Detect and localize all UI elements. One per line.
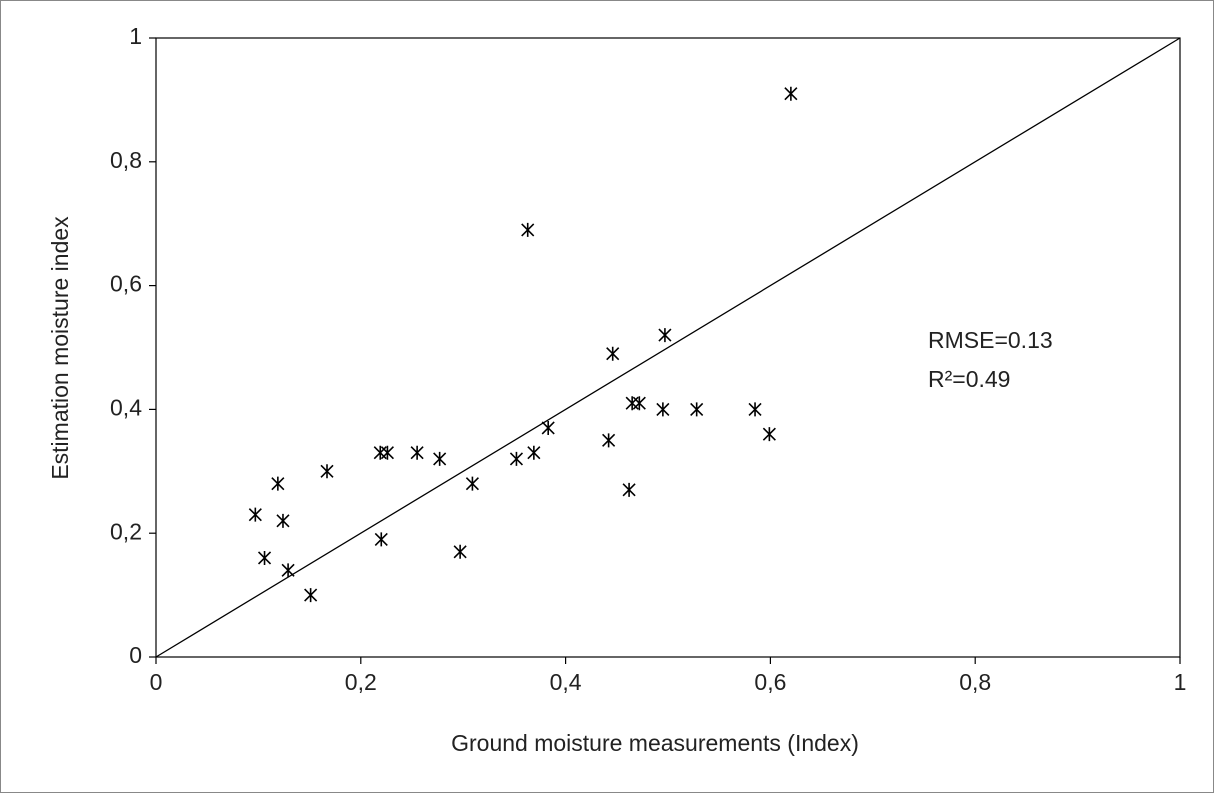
data-point [632,396,646,411]
data-point [658,328,672,343]
data-point [656,402,670,417]
data-point [373,445,387,460]
data-point [271,476,285,491]
reference-line [155,37,1181,658]
x-tick-label: 0 [150,669,163,695]
x-axis-label: Ground moisture measurements (Index) [451,730,859,756]
data-point [320,464,334,479]
data-point [606,346,620,361]
data-point [748,402,762,417]
data-point [276,513,290,528]
data-point [453,544,467,559]
y-tick-label: 0,8 [110,147,142,173]
x-tick-label: 0,4 [550,669,582,695]
y-tick-label: 0,6 [110,271,142,297]
y-axis-label: Estimation moisture index [47,216,73,480]
x-tick-label: 0,8 [959,669,991,695]
data-point [465,476,479,491]
data-point [541,420,555,435]
annotation: RMSE=0.13 [928,327,1053,353]
data-point [602,433,616,448]
data-point [410,445,424,460]
x-tick-label: 0,2 [345,669,377,695]
y-tick-label: 0,2 [110,518,142,544]
x-tick-label: 0,6 [754,669,786,695]
data-point [509,451,524,466]
data-point [784,86,798,101]
data-point [521,222,535,237]
data-point [281,563,295,578]
y-tick-label: 0,4 [110,394,142,420]
data-point [374,532,388,547]
data-point [622,482,636,497]
data-point [248,507,262,522]
annotation: R²=0.49 [928,366,1010,392]
data-point [690,402,704,417]
x-tick-label: 1 [1174,669,1187,695]
plot-area [155,37,1181,658]
y-tick-label: 1 [129,23,142,49]
data-point [762,427,776,442]
y-tick-label: 0 [129,642,142,668]
data-point [257,550,272,565]
data-point [304,588,318,603]
data-point [433,451,447,466]
data-point [527,445,541,460]
